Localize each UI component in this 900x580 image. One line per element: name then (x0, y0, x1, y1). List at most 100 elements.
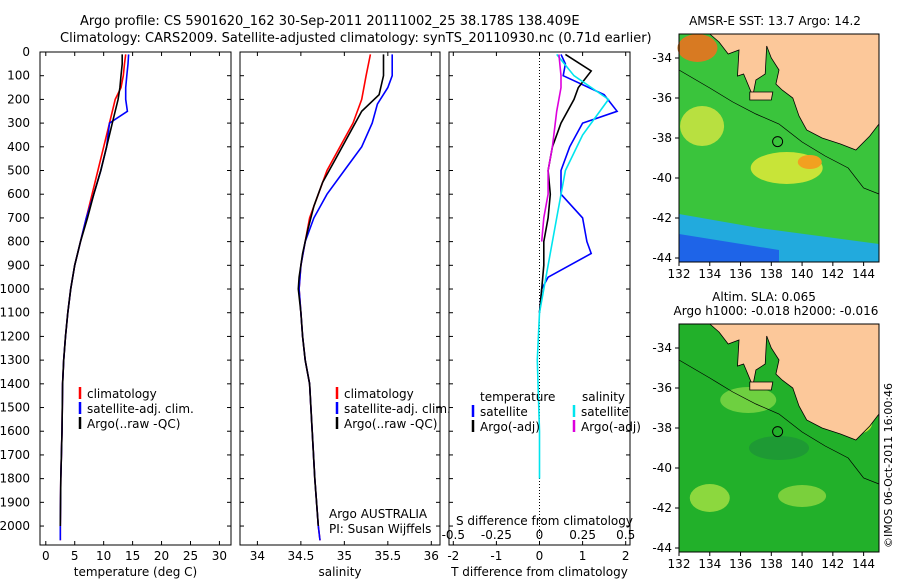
legend-group-title: temperature (480, 390, 555, 404)
legend-label: satellite-adj. clim. (87, 402, 194, 416)
cold-water (679, 234, 779, 262)
depth-tick-label: 800 (7, 235, 30, 249)
x-tick-label: 0 (536, 549, 544, 563)
legend-label: climatology (87, 387, 157, 401)
x-tick-label: -2 (447, 549, 459, 563)
warm-patch (680, 106, 725, 146)
argo-marker (772, 136, 784, 148)
series-line (536, 53, 610, 479)
salinity-panel: 34 34.5 35 35.5 36 salinity climatologysatelli… (239, 51, 451, 579)
lat-tick-label: -40 (652, 461, 672, 475)
lon-tick-label: 144 (852, 267, 875, 281)
lat-tick-label: -38 (652, 131, 672, 145)
x-axis-label: T difference from climatology (450, 565, 628, 579)
x-axis-label: temperature (deg C) (74, 565, 197, 579)
argo-marker (772, 426, 784, 438)
header-line2: Climatology: CARS2009. Satellite-adjuste… (60, 31, 652, 46)
lon-tick-label: 136 (729, 267, 752, 281)
lat-tick-label: -40 (652, 171, 672, 185)
series-line (297, 54, 385, 527)
depth-tick-label: 2000 (0, 519, 30, 533)
shelf-contour (678, 69, 880, 195)
sst-map: 132 134 136 138 140 142 144 -34 -36 -38 -40 -42 -44 (652, 33, 880, 281)
warm-patch (677, 34, 718, 62)
x-tick-label: 2 (622, 549, 630, 563)
lat-tick-label: -34 (652, 51, 672, 65)
sla-patch (749, 436, 809, 460)
x-tick-label: 25 (183, 549, 198, 563)
lon-tick-label: 140 (791, 557, 814, 571)
lon-tick-label: 138 (760, 267, 783, 281)
legend: temperature salinitysatelliteArgo(-adj)sa… (471, 390, 641, 434)
sla-map-title-1: Altim. SLA: 0.065 (712, 290, 816, 304)
x-tick-label: 0 (42, 549, 50, 563)
depth-tick-label: 1700 (0, 448, 30, 462)
depth-axis: 0 100 200 300 400 500 600 700 800 900 1000 1100 1200… (0, 45, 30, 533)
legend-label: satellite (480, 405, 528, 419)
x-tick-label: -1 (490, 549, 502, 563)
lat-tick-label: -34 (652, 341, 672, 355)
legend-label: Argo(..raw -QC) (87, 417, 180, 431)
land (679, 33, 880, 151)
sla-patch (689, 484, 730, 512)
x-axis-label: salinity (318, 565, 361, 579)
depth-tick-label: 1500 (0, 401, 30, 415)
depth-tick-label: 1900 (0, 495, 30, 509)
x-tick-label: 15 (125, 549, 140, 563)
x-tick-label: 34.5 (288, 549, 315, 563)
s-tick-label: -0.5 (442, 528, 465, 542)
temperature-panel: 0 5 10 15 20 25 30 temperature (deg C) climatolo… (39, 51, 232, 579)
depth-tick-label: 1300 (0, 353, 30, 367)
sla-map-title-2: Argo h1000: -0.018 h2000: -0.016 (674, 304, 879, 318)
lon-tick-label: 134 (698, 557, 721, 571)
s-tick-label: 0.5 (616, 528, 635, 542)
series-line (59, 54, 123, 527)
island (749, 91, 774, 101)
depth-tick-label: 100 (7, 69, 30, 83)
s-tick-label: -0.25 (481, 528, 512, 542)
shelf-contour (678, 359, 880, 485)
x-tick-label: 10 (96, 549, 111, 563)
lon-tick-label: 132 (668, 267, 691, 281)
plot-frame (239, 51, 441, 546)
island (749, 381, 774, 391)
x-tick-label: 35.5 (374, 549, 401, 563)
lon-tick-label: 136 (729, 557, 752, 571)
x-axis-label-top: S difference from climatology (456, 514, 633, 528)
x-tick-label: 34 (250, 549, 265, 563)
lon-tick-label: 132 (668, 557, 691, 571)
lon-tick-label: 140 (791, 267, 814, 281)
lat-tick-label: -38 (652, 421, 672, 435)
depth-tick-label: 1200 (0, 329, 30, 343)
sla-map: 132 134 136 138 140 142 144 -34 -36 -38 -40 -42 -44 (652, 323, 880, 571)
warm-patch (797, 155, 822, 169)
series-line (298, 54, 394, 541)
difference-panel: -2 -1 0 1 2 T difference from climatology S di… (442, 51, 641, 579)
lon-tick-label: 142 (821, 557, 844, 571)
legend-label: climatology (344, 387, 414, 401)
lon-tick-label: 134 (698, 267, 721, 281)
annotation-text: Argo AUSTRALIA (329, 507, 428, 521)
depth-tick-label: 0 (22, 45, 30, 59)
legend-label: satellite (581, 405, 629, 419)
depth-tick-label: 1600 (0, 424, 30, 438)
depth-tick-label: 700 (7, 211, 30, 225)
legend-label: Argo(..raw -QC) (344, 417, 437, 431)
series-line (298, 54, 372, 541)
lon-tick-label: 142 (821, 267, 844, 281)
depth-tick-label: 200 (7, 92, 30, 106)
legend-label: satellite-adj. clim. (344, 402, 451, 416)
depth-tick-label: 500 (7, 164, 30, 178)
series-line (540, 54, 562, 242)
imos-credit: ©IMOS 06-Oct-2011 16:00:46 (882, 383, 895, 548)
x-tick-label: 36 (424, 549, 439, 563)
depth-tick-label: 1800 (0, 472, 30, 486)
sst-map-title: AMSR-E SST: 13.7 Argo: 14.2 (689, 14, 861, 28)
header-line1: Argo profile: CS 5901620_162 30-Sep-2011… (80, 14, 580, 29)
plot-frame (39, 51, 232, 546)
lat-tick-label: -44 (652, 251, 672, 265)
lon-tick-label: 138 (760, 557, 783, 571)
lat-tick-label: -42 (652, 211, 672, 225)
